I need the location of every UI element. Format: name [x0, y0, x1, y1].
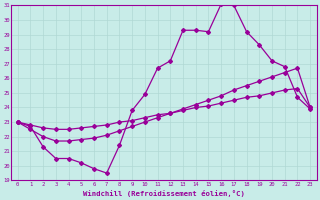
X-axis label: Windchill (Refroidissement éolien,°C): Windchill (Refroidissement éolien,°C)	[83, 190, 245, 197]
